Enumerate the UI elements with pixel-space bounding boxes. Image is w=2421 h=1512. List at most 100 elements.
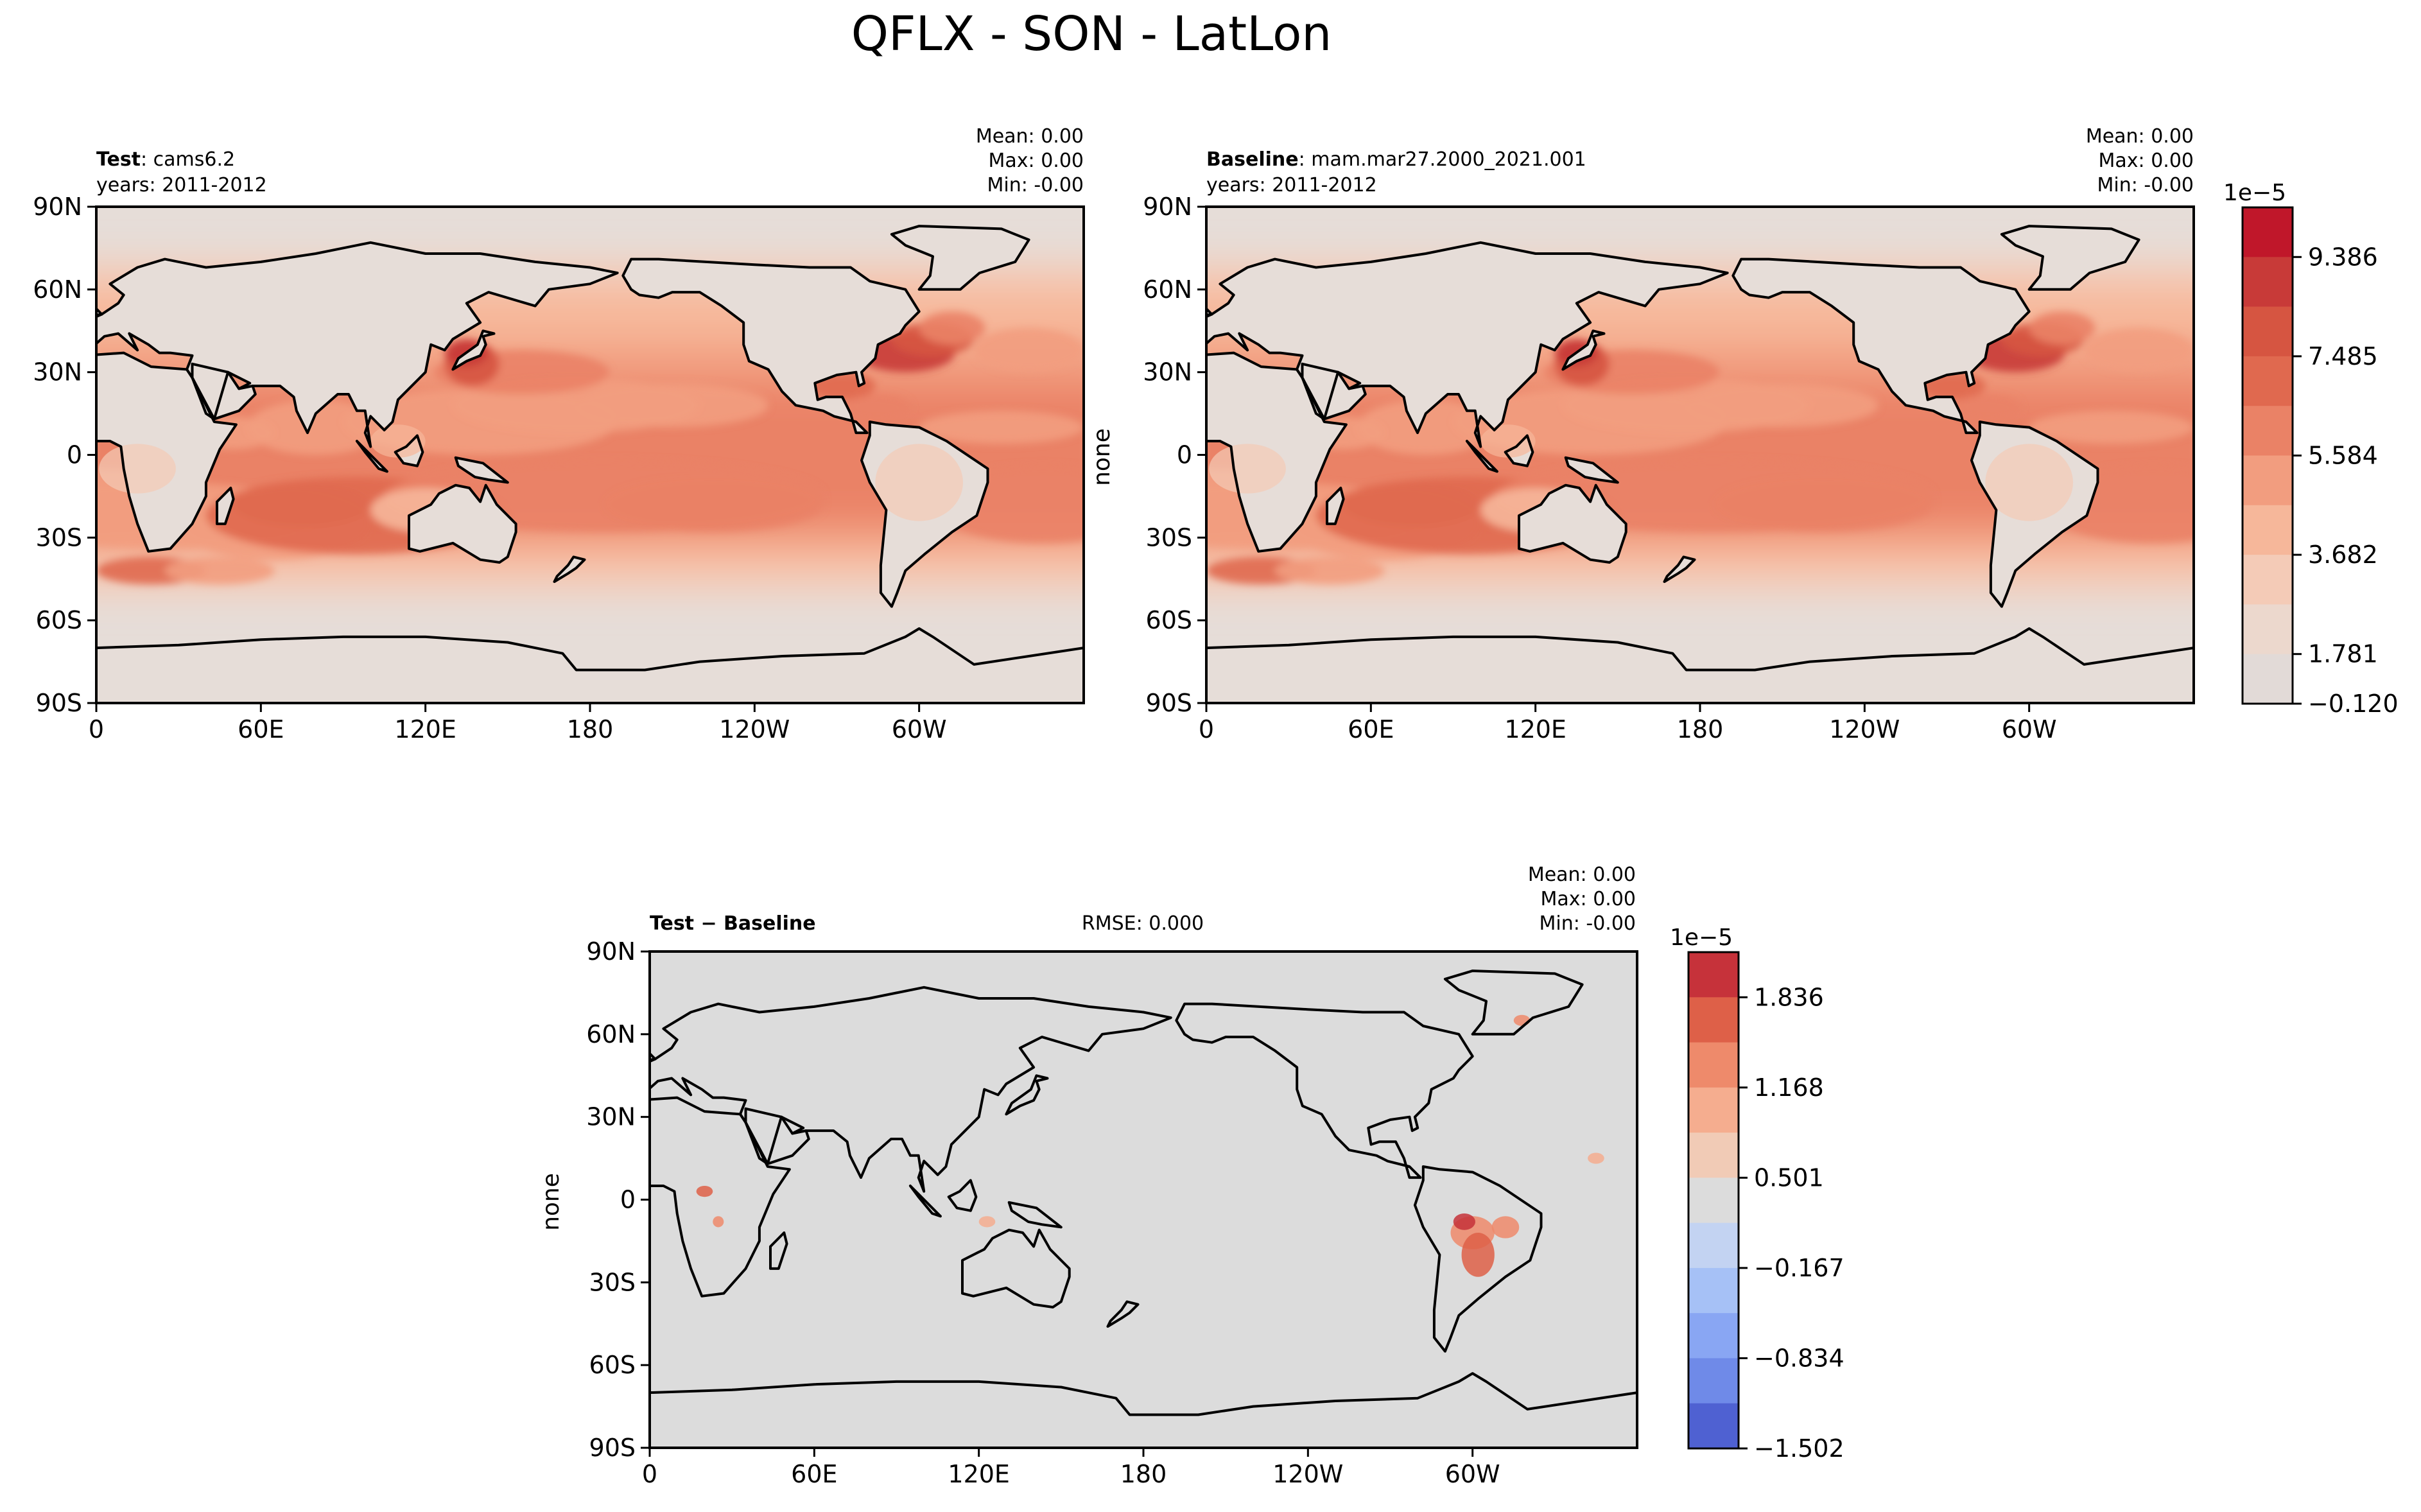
- panel-test-label: Test: cams6.2: [96, 148, 235, 171]
- coastline-madagascar: [1326, 487, 1345, 525]
- coastline-africa: [650, 1096, 791, 1298]
- coastline-japan: [1561, 329, 1606, 371]
- panel-test: Test: cams6.2 years: 2011-2012 Mean: 0.0…: [33, 125, 1085, 743]
- land-fill-greenland: [2001, 226, 2139, 290]
- colorbar-tick-label: 1.836: [1754, 983, 1824, 1011]
- coastline-japan: [451, 329, 496, 371]
- colorbar-swatch: [1688, 1313, 1739, 1359]
- colorbar-tick-label: 7.485: [2308, 342, 2378, 370]
- coastline-samerica: [1970, 421, 2099, 608]
- land-fill-nz: [1664, 557, 1695, 582]
- flux-spot-22: [2029, 410, 2194, 444]
- coastline-borneo: [394, 434, 424, 467]
- colorbar-swatch: [1688, 1403, 1739, 1449]
- flux-spot-6: [603, 476, 824, 532]
- panel-difference: Test − Baseline RMSE: 0.000 Mean: 0.00 M…: [538, 864, 1638, 1488]
- y-tick-label: 0: [67, 441, 82, 469]
- colorbar-main: 1e−5 9.386 7.485 5.584 3.682 1.781 −0.120: [2223, 180, 2399, 718]
- x-tick-label: 60E: [791, 1460, 837, 1488]
- coastline-australia: [1518, 483, 1627, 564]
- colorbar-tick-label: −0.167: [1754, 1254, 1844, 1282]
- panel-diff-stat-mean: Mean: 0.00: [1528, 864, 1636, 886]
- panel-baseline-stat-max: Max: 0.00: [2099, 150, 2194, 172]
- colorbar-swatch: [2243, 257, 2293, 308]
- panel-test-stat-max: Max: 0.00: [989, 150, 1084, 172]
- land-moisture-2: [1480, 424, 1536, 458]
- panel-diff-rmse: RMSE: 0.000: [1082, 912, 1204, 935]
- coastline-samerica: [860, 421, 989, 608]
- land-moisture-2: [370, 424, 426, 458]
- coastline-namerica: [621, 257, 921, 435]
- diff-spot-2: [1453, 1213, 1475, 1230]
- panel-test-stat-min: Min: -0.00: [987, 174, 1084, 196]
- land-moisture-0: [1209, 444, 1286, 494]
- x-tick-label: 120W: [1272, 1460, 1343, 1488]
- flux-spot-17: [1955, 394, 2021, 422]
- flux-spot-23: [1686, 383, 1879, 428]
- panel-diff-map: [650, 952, 1637, 1448]
- y-tick-label: 90S: [1146, 689, 1192, 717]
- coastline-eurasia: [96, 241, 619, 448]
- coastline-namerica: [1731, 257, 2031, 435]
- coastline-greenland: [890, 225, 1030, 291]
- flux-spot-15: [919, 311, 985, 345]
- coastline-greenland: [2000, 225, 2140, 291]
- y-tick-label: 30N: [1143, 358, 1192, 387]
- x-tick-label: 120E: [1504, 715, 1566, 743]
- coastline-sumatra: [908, 1185, 942, 1218]
- panel-baseline-axes: 0 60E 120E 180 120W 60W 90N 60N 30N 0 30S 60S 90S: [1143, 193, 2195, 743]
- coastline-arabia: [1301, 362, 1367, 421]
- colorbar-swatch: [1688, 997, 1739, 1043]
- x-tick-label: 180: [1677, 715, 1724, 743]
- colorbar-tick-label: 0.501: [1754, 1163, 1824, 1192]
- coastline-sumatra: [355, 440, 388, 473]
- panel-test-label-rest: : cams6.2: [141, 148, 235, 171]
- colorbar-swatch: [2243, 604, 2293, 655]
- colorbar-swatch: [1688, 1222, 1739, 1269]
- figure-title: QFLX - SON - LatLon: [851, 6, 1332, 62]
- colorbar-frame: [1687, 951, 1740, 1450]
- coastline-nz: [1663, 555, 1696, 583]
- land-fill-madagascar: [1327, 488, 1344, 524]
- y-tick-label: 60S: [1146, 606, 1192, 634]
- x-tick-label: 120W: [1829, 715, 1900, 743]
- panel-baseline-label-bold: Baseline: [1206, 148, 1299, 171]
- coastline-eurasia: [1206, 241, 1729, 448]
- land-fill-namerica: [623, 259, 919, 433]
- diff-spot-3: [696, 1186, 713, 1197]
- y-tick-label: 30S: [36, 523, 82, 552]
- coastline-uk: [96, 306, 103, 317]
- land-fill-namerica: [1733, 259, 2029, 433]
- y-tick-label: 30S: [1146, 523, 1192, 552]
- land-fill-madagascar: [217, 488, 234, 524]
- y-tick-label: 60N: [1143, 275, 1192, 304]
- x-tick-label: 60E: [1348, 715, 1394, 743]
- x-tick-label: 180: [567, 715, 614, 743]
- panel-test-stat-mean: Mean: 0.00: [976, 125, 1084, 148]
- coastline-antarctica: [650, 1372, 1637, 1448]
- diff-spot-5: [1491, 1216, 1520, 1238]
- panel-test-map: [96, 207, 1084, 703]
- coastline-newguinea: [1007, 1201, 1063, 1229]
- coastline-eurasia: [650, 986, 1172, 1193]
- coastline-antarctica: [96, 627, 1084, 703]
- colorbar-swatch: [2243, 505, 2293, 555]
- coastline-uk: [1206, 306, 1213, 317]
- coastline-nz: [553, 555, 586, 583]
- flux-spot-20: [247, 399, 385, 455]
- colorbar-tick-label: 5.584: [2308, 442, 2378, 470]
- colorbar-swatch: [2243, 455, 2293, 506]
- flux-spot-19: [1274, 557, 1385, 585]
- flux-spot-25: [2084, 327, 2194, 372]
- y-tick-label: 30N: [33, 358, 82, 387]
- colorbar-swatch: [1688, 952, 1739, 998]
- map-background: [650, 952, 1637, 1448]
- panel-test-years: years: 2011-2012: [96, 174, 267, 196]
- panel-diff-stat-min: Min: -0.00: [1540, 912, 1636, 935]
- x-tick-label: 120E: [394, 715, 456, 743]
- panel-diff-label: Test − Baseline: [650, 912, 816, 935]
- coastline-namerica: [1175, 1002, 1474, 1179]
- panel-diff-ylabel: none: [538, 1173, 564, 1231]
- coastline-borneo: [947, 1179, 978, 1212]
- land-fill-australia: [409, 485, 516, 562]
